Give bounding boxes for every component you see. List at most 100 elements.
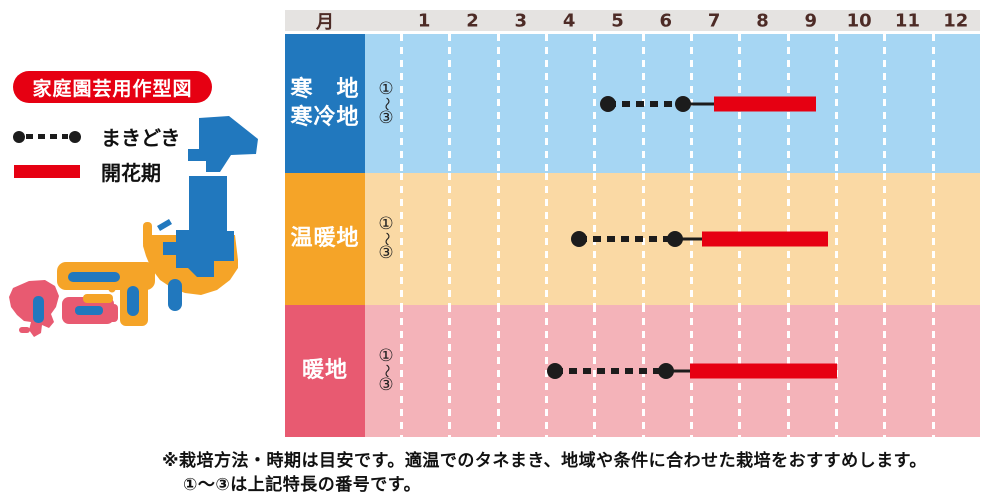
- region-label: 寒 地寒冷地: [285, 34, 365, 173]
- flowering-legend-label: 開花期: [101, 161, 161, 185]
- month-header-cell: 12: [943, 10, 969, 31]
- feature-range-marker: ① 〜 ③: [373, 78, 399, 128]
- month-gridline: [931, 173, 935, 305]
- map-okinawa: [19, 327, 30, 333]
- sowing-period-line: [607, 100, 683, 107]
- sowing-legend-label: まきどき: [101, 126, 181, 150]
- map-small-island-dot: [108, 285, 116, 293]
- month-gridline: [544, 305, 548, 437]
- month-gridline: [496, 305, 500, 437]
- title-badge: 家庭園芸用作型図: [13, 71, 212, 103]
- month-gridline: [448, 34, 452, 173]
- month-gridline: [448, 305, 452, 437]
- month-header-cell: 8: [756, 10, 769, 31]
- circled-three-icon: ③: [378, 375, 394, 395]
- circled-one-icon: ①: [378, 346, 394, 366]
- region-label-line: 暖地: [301, 358, 348, 383]
- map-hokkaido: [188, 116, 258, 172]
- feature-range-marker: ① 〜 ③: [373, 347, 399, 395]
- flowering-bar-icon: [14, 165, 80, 178]
- footnote-line1: ※栽培方法・時期は目安です。適温でのタネまき、地域や条件に合わせた栽培をおすすめ…: [162, 451, 927, 471]
- sowing-dash-icon: [26, 134, 68, 139]
- month-gridline: [931, 305, 935, 437]
- map-lake-biwa-stripe: [127, 286, 139, 316]
- month-gridline: [883, 34, 887, 173]
- footnote-line2: ①〜③は上記特長の番号です。: [183, 475, 422, 495]
- flowering-period-bar: [714, 96, 816, 111]
- region-label: 温暖地: [285, 173, 365, 305]
- circled-one-icon: ①: [378, 78, 394, 99]
- flowering-period-bar: [689, 363, 838, 379]
- region-timeline-area: ① 〜 ③: [365, 305, 980, 437]
- month-gridline: [834, 34, 838, 173]
- month-gridline: [400, 34, 403, 173]
- connector-line: [675, 237, 703, 241]
- month-gridline: [496, 173, 500, 305]
- connector-line: [665, 369, 690, 373]
- region-label-line: 温暖地: [290, 226, 360, 251]
- map-highland-stripe-chugoku: [68, 272, 120, 282]
- month-header-cell: 5: [611, 10, 624, 31]
- month-gridline: [883, 305, 887, 437]
- month-axis-header: 月 1 2 3 4 5 6 7 8 9 10 11 12: [285, 10, 980, 33]
- map-shikoku-north-sliver: [83, 294, 113, 303]
- map-highland-stripe-chubu: [168, 279, 182, 311]
- month-header-cell: 4: [562, 10, 576, 31]
- region-label-line: 寒冷地: [290, 104, 360, 130]
- region-row: 温暖地 ① 〜 ③: [285, 173, 980, 305]
- tilde-icon: 〜: [378, 96, 394, 111]
- month-header-cell: 2: [466, 10, 479, 31]
- sowing-dot-icon: [69, 130, 81, 143]
- sowing-start-dot: [570, 231, 587, 247]
- flowering-period-bar: [702, 231, 828, 247]
- timeline-chart: 月 1 2 3 4 5 6 7 8 9 10 11 12 寒 地寒冷地 ① 〜 ③ 温暖地 ① 〜 ③ 暖地 ① 〜 ③: [285, 0, 980, 437]
- map-sado-island: [157, 219, 172, 231]
- connector-line: [682, 102, 715, 105]
- month-gridline: [448, 173, 452, 305]
- month-header-cell: 3: [514, 10, 528, 31]
- month-gridline: [834, 173, 838, 305]
- sowing-start-dot: [599, 95, 616, 112]
- sowing-dot-icon: [13, 130, 25, 143]
- sowing-dotted-line-icon: [13, 129, 81, 145]
- month-header-cell: 10: [846, 10, 872, 31]
- month-axis-label: 月: [316, 11, 334, 33]
- region-label: 暖地: [285, 305, 365, 437]
- month-gridline: [931, 34, 935, 173]
- month-gridline: [400, 173, 403, 305]
- sowing-period-line: [554, 368, 666, 374]
- map-kyushu-stripe: [33, 296, 44, 323]
- circled-one-icon: ①: [378, 214, 394, 234]
- legend-item-sowing: まきどき: [13, 122, 180, 151]
- legend-item-flowering: 開花期: [13, 157, 161, 186]
- month-gridline: [883, 173, 887, 305]
- map-shikoku-stripe: [75, 306, 103, 315]
- month-header-cell: 6: [659, 10, 673, 31]
- map-tohoku: [163, 176, 234, 277]
- sowing-start-dot: [546, 363, 563, 379]
- region-label-line: 寒 地: [290, 76, 360, 102]
- month-header-cell: 7: [707, 10, 721, 31]
- month-gridline: [544, 173, 548, 305]
- tilde-icon: 〜: [378, 364, 394, 378]
- japan-climate-map: [9, 116, 258, 337]
- month-header-cell: 9: [804, 10, 818, 31]
- footnote: ※栽培方法・時期は目安です。適温でのタネまき、地域や条件に合わせた栽培をおすすめ…: [162, 449, 927, 497]
- circled-three-icon: ③: [378, 107, 394, 128]
- map-shikoku-east: [100, 304, 118, 322]
- sowing-period-line: [578, 236, 676, 242]
- month-gridline: [400, 305, 403, 437]
- region-row: 寒 地寒冷地 ① 〜 ③: [285, 34, 980, 173]
- map-noto-peninsula: [143, 222, 152, 248]
- month-header-cell: 1: [417, 10, 431, 31]
- month-gridline: [544, 34, 548, 173]
- region-timeline-area: ① 〜 ③: [365, 34, 980, 173]
- tilde-icon: 〜: [378, 232, 394, 246]
- feature-range-marker: ① 〜 ③: [373, 215, 399, 263]
- circled-three-icon: ③: [378, 243, 394, 263]
- region-row: 暖地 ① 〜 ③: [285, 305, 980, 437]
- month-gridline: [496, 34, 500, 173]
- month-header-cell: 11: [894, 10, 920, 31]
- month-gridline: [593, 34, 597, 173]
